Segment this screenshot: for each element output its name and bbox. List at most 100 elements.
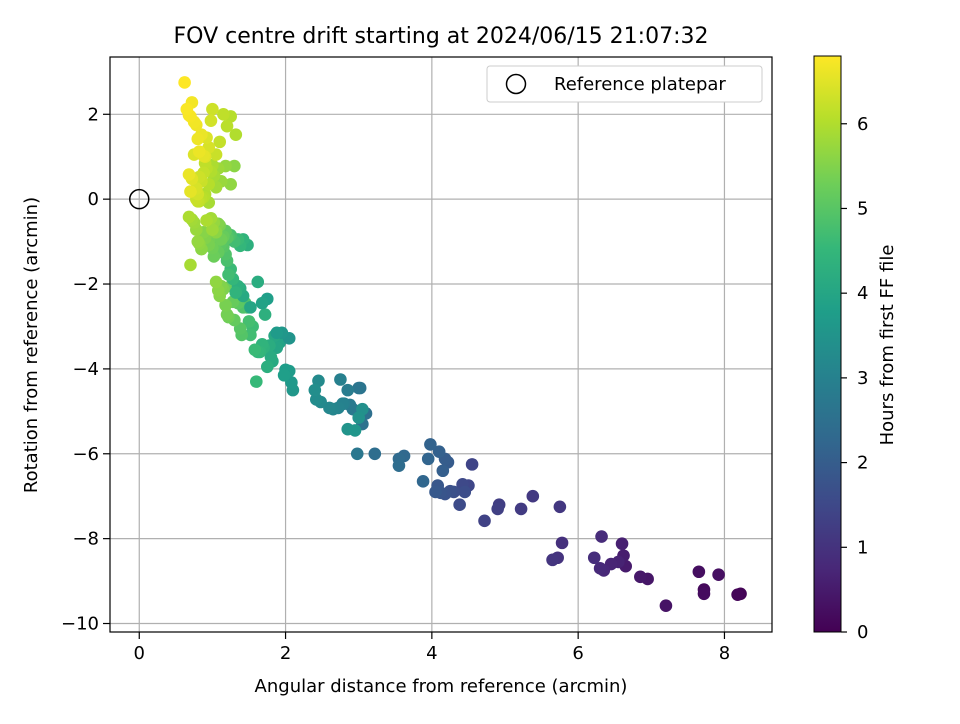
data-point	[553, 500, 567, 514]
data-point	[341, 383, 355, 397]
x-tick-label: 0	[134, 643, 145, 664]
data-point	[526, 489, 540, 503]
legend-label: Reference platepar	[554, 74, 726, 95]
data-point	[634, 570, 647, 584]
data-point	[206, 223, 219, 237]
reference-marker	[129, 188, 150, 210]
data-point	[478, 514, 491, 528]
data-point	[222, 268, 235, 281]
data-point	[465, 458, 479, 471]
y-tick-label: −2	[72, 274, 99, 295]
colorbar-tick-label: 0	[857, 622, 868, 643]
data-point	[697, 587, 711, 601]
colorbar-tick-label: 4	[857, 283, 868, 304]
data-point	[229, 128, 243, 141]
data-point	[184, 185, 197, 198]
data-point	[555, 536, 569, 550]
data-point	[244, 301, 257, 314]
data-point	[432, 445, 446, 458]
data-point	[180, 102, 194, 116]
x-axis-ticks: 0 2 4 6 8	[134, 632, 730, 664]
y-tick-label: −10	[61, 614, 99, 635]
data-point	[587, 551, 601, 565]
y-axis-label: Rotation from reference (arcmin)	[21, 197, 42, 493]
data-point	[350, 447, 364, 461]
data-point	[258, 308, 272, 321]
data-point	[615, 537, 629, 551]
colorbar-ticks: 0 1 2 3 4 5 6	[841, 114, 868, 643]
data-point	[244, 328, 257, 342]
data-point	[458, 485, 472, 499]
data-point	[184, 258, 197, 272]
data-point	[421, 452, 435, 466]
x-tick-label: 4	[426, 643, 437, 664]
chart-title: FOV centre drift starting at 2024/06/15 …	[174, 24, 709, 49]
plot-frame	[109, 56, 773, 633]
data-point	[182, 168, 196, 181]
data-point	[659, 599, 673, 612]
data-point	[309, 393, 323, 406]
data-point	[514, 502, 528, 516]
data-point	[248, 343, 262, 357]
y-tick-label: −4	[72, 359, 99, 380]
data-point	[491, 502, 504, 516]
data-point	[229, 286, 243, 299]
data-point	[593, 562, 607, 575]
data-point	[546, 553, 559, 567]
data-point	[220, 119, 234, 133]
legend: Reference platepar	[486, 65, 763, 103]
data-points	[178, 76, 747, 612]
data-point	[255, 296, 269, 310]
data-point	[270, 326, 284, 340]
y-axis-ticks: 2 0 −2 −4 −6 −8 −10	[61, 104, 110, 635]
x-tick-label: 6	[572, 643, 583, 664]
data-point	[348, 424, 362, 437]
data-point	[712, 568, 725, 582]
data-point	[392, 459, 406, 472]
reference-point-marker	[129, 188, 150, 210]
colorbar-tick-label: 6	[857, 114, 868, 135]
data-point	[219, 298, 232, 312]
data-point	[224, 178, 237, 191]
colorbar-tick-label: 5	[857, 198, 868, 219]
data-point	[595, 530, 608, 543]
data-point	[251, 275, 265, 289]
data-point	[191, 235, 205, 248]
x-tick-label: 8	[719, 643, 730, 664]
data-point	[731, 588, 744, 601]
colorbar-label: Hours from first FF file	[877, 245, 898, 446]
data-point	[209, 275, 223, 289]
legend-box	[486, 65, 763, 103]
data-point	[206, 102, 219, 116]
y-tick-label: −8	[72, 529, 99, 550]
data-point	[228, 159, 241, 173]
colorbar-tick-label: 2	[857, 453, 868, 474]
data-point	[192, 145, 206, 158]
data-point	[220, 308, 234, 321]
data-point	[692, 565, 706, 579]
data-point	[191, 132, 205, 146]
data-point	[453, 498, 466, 511]
data-point	[200, 214, 213, 227]
data-point	[213, 135, 227, 149]
data-point	[429, 485, 442, 499]
y-tick-label: 2	[88, 104, 99, 125]
data-point	[416, 475, 430, 488]
y-tick-label: −6	[72, 444, 99, 465]
colorbar-tick-label: 3	[857, 368, 868, 389]
data-point	[368, 447, 382, 461]
colorbar-gradient	[813, 55, 842, 633]
x-axis-label: Angular distance from reference (arcmin)	[255, 676, 628, 697]
data-point	[217, 107, 230, 121]
x-tick-label: 2	[280, 643, 291, 664]
data-point	[352, 411, 366, 425]
data-point	[204, 114, 218, 127]
data-point	[260, 360, 274, 374]
colorbar: 0 1 2 3 4 5 6 Hours from first FF file	[813, 55, 898, 643]
data-point	[264, 350, 278, 364]
data-point	[249, 375, 263, 388]
data-point	[277, 368, 291, 382]
data-point	[242, 315, 256, 328]
data-point	[334, 373, 347, 386]
